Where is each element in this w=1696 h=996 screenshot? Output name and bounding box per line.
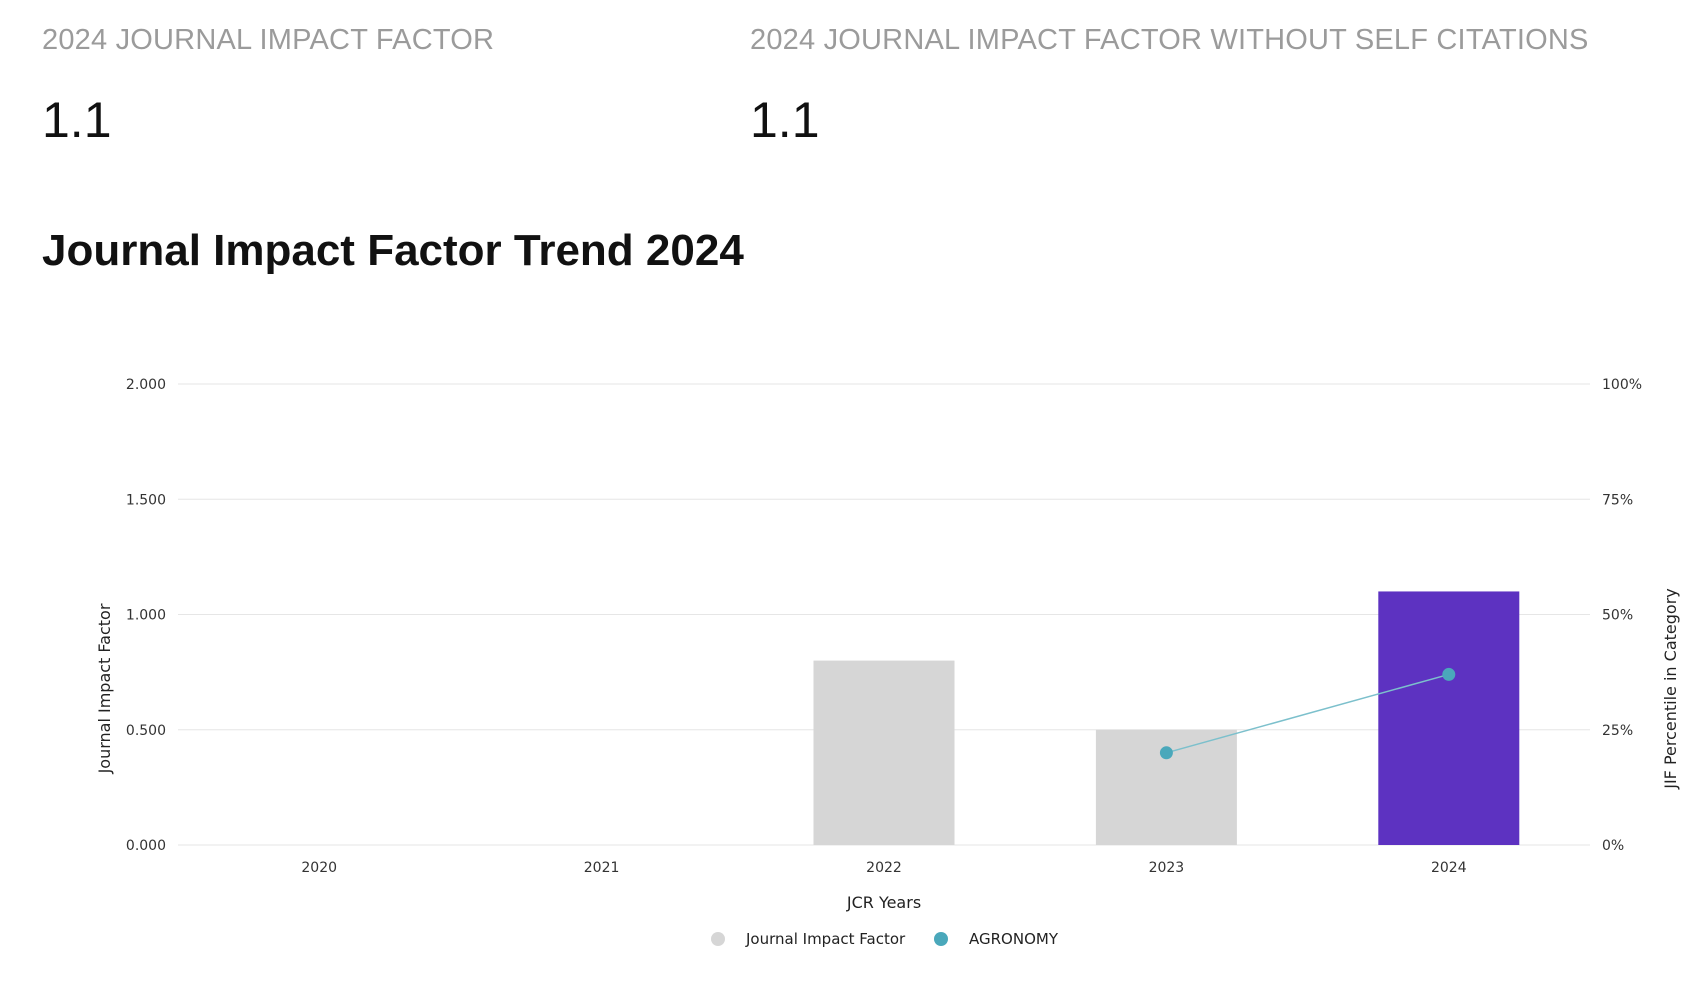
y2-tick-label: 0% <box>1602 838 1624 854</box>
y-tick-label: 1.500 <box>126 492 166 508</box>
y2-axis-title: JIF Percentile in Category <box>1661 588 1680 790</box>
jif-value: 1.1 <box>42 92 112 148</box>
chart-axes: 0.000 0.500 1.000 1.500 2.000 0% 25% 50% 75% 100%… <box>95 377 1680 912</box>
y-tick-label: 0.000 <box>126 838 166 854</box>
legend-label-jif: Journal Impact Factor <box>745 930 906 948</box>
x-tick-label: 2021 <box>584 860 620 876</box>
bar-2024 <box>1378 591 1520 845</box>
x-tick-label: 2020 <box>301 860 337 876</box>
percentile-point-2024 <box>1442 667 1456 681</box>
jif-label: 2024 JOURNAL IMPACT FACTOR <box>42 24 495 56</box>
x-tick-label: 2024 <box>1431 860 1467 876</box>
jif-without-self-citations-label: 2024 JOURNAL IMPACT FACTOR WITHOUT SELF … <box>750 24 1589 56</box>
y2-tick-label: 100% <box>1602 377 1642 393</box>
chart-legend: Journal Impact Factor AGRONOMY <box>711 930 1059 948</box>
chart-bars <box>813 591 1520 845</box>
y2-tick-label: 25% <box>1602 723 1633 739</box>
jif-trend-chart: 0.000 0.500 1.000 1.500 2.000 0% 25% 50% 75% 100%… <box>95 377 1680 948</box>
jif-without-self-citations-value: 1.1 <box>750 92 820 148</box>
percentile-point-2023 <box>1159 746 1173 760</box>
legend-label-agronomy: AGRONOMY <box>969 930 1059 948</box>
bar-2022 <box>813 660 955 845</box>
x-tick-label: 2023 <box>1149 860 1185 876</box>
legend-swatch-agronomy <box>934 932 948 946</box>
percentile-line <box>1166 673 1450 754</box>
trend-title: Journal Impact Factor Trend 2024 <box>42 226 744 275</box>
y2-tick-label: 75% <box>1602 492 1633 508</box>
x-tick-label: 2022 <box>866 860 902 876</box>
legend-swatch-jif <box>711 932 725 946</box>
jif-metric: 2024 JOURNAL IMPACT FACTOR 1.1 <box>42 24 494 149</box>
chart-grid <box>178 383 1590 846</box>
y2-tick-label: 50% <box>1602 608 1633 624</box>
y-tick-label: 1.000 <box>126 608 166 624</box>
chart-line <box>1159 667 1456 760</box>
y-tick-label: 0.500 <box>126 723 166 739</box>
y-axis-title: Journal Impact Factor <box>95 603 114 774</box>
jif-without-self-citations-metric: 2024 JOURNAL IMPACT FACTOR WITHOUT SELF … <box>750 24 1589 149</box>
x-axis-title: JCR Years <box>846 893 921 912</box>
y-tick-label: 2.000 <box>126 377 166 393</box>
